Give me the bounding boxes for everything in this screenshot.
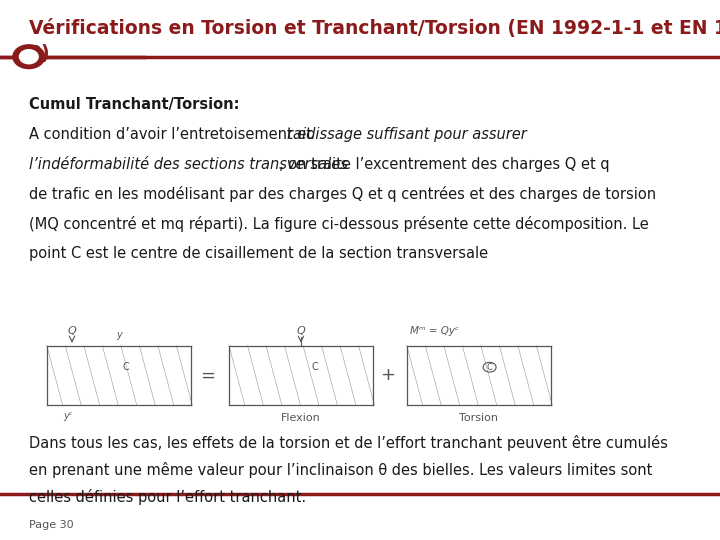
Text: de trafic en les modélisant par des charges Q et q centrées et des charges de to: de trafic en les modélisant par des char…	[29, 186, 656, 202]
Text: Page 30: Page 30	[29, 520, 73, 530]
Text: Flexion: Flexion	[281, 413, 321, 423]
Text: en prenant une même valeur pour l’inclinaison θ des bielles. Les valeurs limites: en prenant une même valeur pour l’inclin…	[29, 462, 652, 478]
Text: celles définies pour l’effort tranchant.: celles définies pour l’effort tranchant.	[29, 489, 306, 505]
Text: Vérifications en Torsion et Tranchant/Torsion (EN 1992-1-1 et EN 1992-
2): Vérifications en Torsion et Tranchant/To…	[29, 19, 720, 63]
Text: Dans tous les cas, les effets de la torsion et de l’effort tranchant peuvent êtr: Dans tous les cas, les effets de la tors…	[29, 435, 667, 451]
Text: y: y	[116, 330, 122, 340]
Text: , on traite l’excentrement des charges Q et q: , on traite l’excentrement des charges Q…	[279, 157, 610, 172]
Text: =: =	[200, 366, 215, 384]
Text: Cumul Tranchant/Torsion:: Cumul Tranchant/Torsion:	[29, 97, 239, 112]
Text: Torsion: Torsion	[459, 413, 498, 423]
Text: Q: Q	[297, 326, 305, 336]
Text: C: C	[487, 363, 492, 372]
Circle shape	[13, 45, 45, 69]
Text: +: +	[380, 366, 395, 384]
Text: l’indéformabilité des sections transversales: l’indéformabilité des sections transvers…	[29, 157, 348, 172]
Text: C: C	[122, 362, 130, 372]
Text: yᶜ: yᶜ	[63, 411, 73, 422]
Text: point C est le centre de cisaillement de la section transversale: point C est le centre de cisaillement de…	[29, 246, 488, 261]
Circle shape	[19, 50, 38, 64]
Text: A condition d’avoir l’entretoisement et: A condition d’avoir l’entretoisement et	[29, 127, 317, 142]
Text: C: C	[312, 362, 319, 372]
Text: (MQ concentré et mq réparti). La figure ci-dessous présente cette décomposition.: (MQ concentré et mq réparti). La figure …	[29, 216, 649, 232]
Text: Mᵐ = Qyᶜ: Mᵐ = Qyᶜ	[410, 326, 459, 336]
Text: Q: Q	[68, 326, 76, 336]
Text: raidissage suffisant pour assurer: raidissage suffisant pour assurer	[287, 127, 526, 142]
